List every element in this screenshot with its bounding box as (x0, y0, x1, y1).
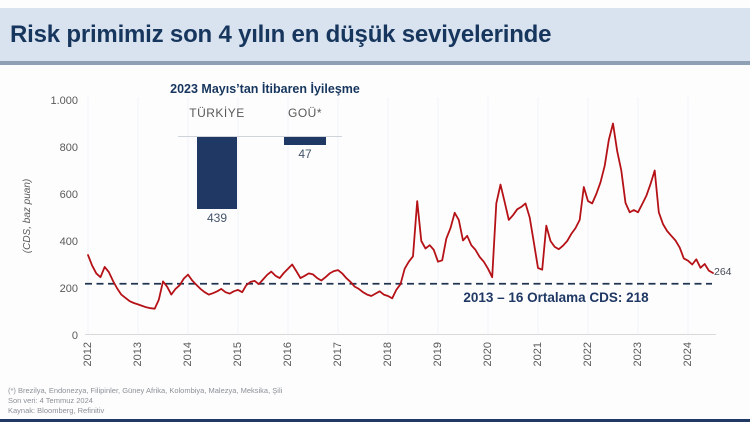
footnote-last-data: Son veri: 4 Temmuz 2024 (8, 396, 93, 405)
svg-text:2014: 2014 (182, 342, 194, 366)
svg-text:2012: 2012 (82, 342, 94, 366)
page-title: Risk primimiz son 4 yılın en düşük seviy… (10, 20, 552, 48)
chart-series (85, 122, 714, 310)
inset-baseline (178, 136, 342, 137)
svg-text:600: 600 (60, 189, 78, 201)
inset-bar-turkiye (197, 137, 237, 209)
inset-value-gou: 47 (298, 147, 312, 161)
svg-text:2021: 2021 (532, 342, 544, 366)
chart-axes: 0 200 400 600 800 1.000 2012 2013 2014 2015 2016 20… (50, 95, 693, 366)
inset-chart-title: 2023 Mayıs’tan İtibaren İyileşme (170, 82, 360, 96)
improvement-bar-chart: 2023 Mayıs’tan İtibaren İyileşme TÜRKİYE… (140, 80, 390, 232)
bottom-accent-strip (0, 419, 750, 422)
title-band: Risk primimiz son 4 yılın en düşük seviy… (0, 8, 750, 61)
svg-text:1.000: 1.000 (50, 95, 78, 107)
svg-text:2020: 2020 (482, 342, 494, 366)
svg-text:2023: 2023 (632, 342, 644, 366)
svg-text:2017: 2017 (332, 342, 344, 366)
svg-text:2022: 2022 (582, 342, 594, 366)
svg-text:2024: 2024 (682, 342, 694, 366)
footnote-countries: (*) Brezilya, Endonezya, Filipinler, Gün… (8, 386, 283, 395)
svg-text:2019: 2019 (432, 342, 444, 366)
inset-category-turkiye: TÜRKİYE (189, 106, 245, 120)
inset-bar-gou (284, 137, 326, 145)
svg-text:400: 400 (60, 236, 78, 248)
last-value-label: 264 (714, 266, 732, 278)
average-cds-annotation: 2013 – 16 Ortalama CDS: 218 (463, 290, 649, 305)
inset-category-gou: GOÜ* (287, 106, 322, 120)
svg-text:2015: 2015 (232, 342, 244, 366)
footnote-source: Kaynak: Bloomberg, Refinitiv (8, 406, 105, 415)
svg-text:2013: 2013 (132, 342, 144, 366)
svg-text:0: 0 (72, 330, 78, 342)
svg-text:200: 200 (60, 283, 78, 295)
chart-gridlines (85, 97, 716, 335)
y-axis-title: (CDS, baz puan) (22, 179, 33, 253)
svg-text:800: 800 (60, 142, 78, 154)
svg-text:2016: 2016 (282, 342, 294, 366)
inset-value-turkiye: 439 (206, 211, 228, 225)
title-underline (0, 61, 750, 65)
footnotes: (*) Brezilya, Endonezya, Filipinler, Gün… (8, 386, 282, 416)
svg-text:2018: 2018 (382, 342, 394, 366)
